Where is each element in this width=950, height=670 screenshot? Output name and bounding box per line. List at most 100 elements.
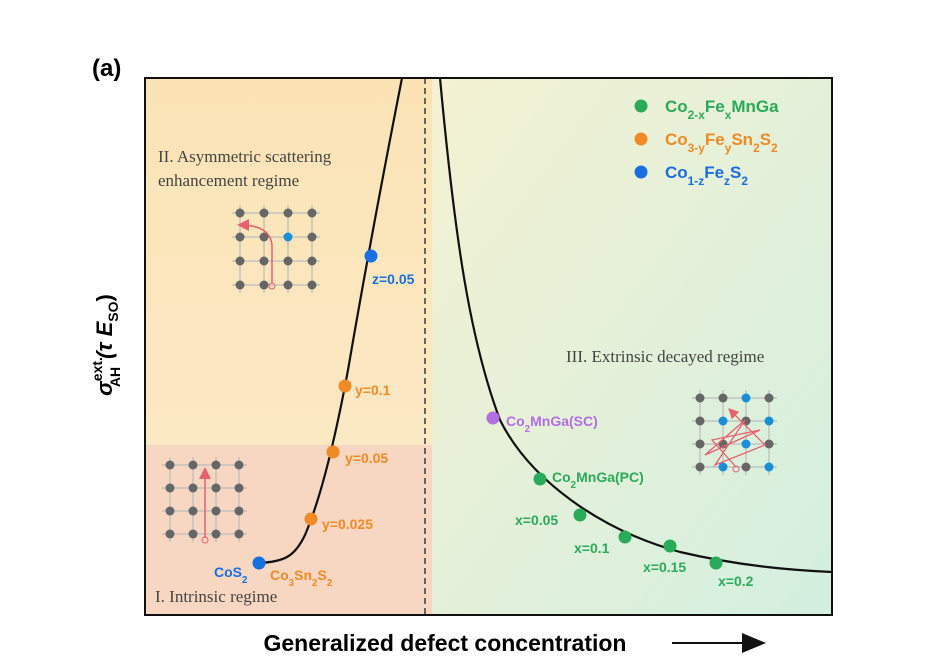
atom [718,416,728,426]
atom [234,529,244,539]
region-bg [432,78,832,615]
atom [235,208,245,218]
point [663,539,677,553]
legend-label: Co2-xFexMnGa [665,97,779,122]
subscript: 2 [327,578,333,589]
point-label: z=0.05 [372,271,415,287]
text-part: S [760,130,771,149]
text-part: Co [665,163,688,182]
atom [165,529,175,539]
point-label: CoS2 [214,564,248,586]
origin [732,465,740,473]
atom [259,280,269,290]
text-part: z=0.05 [372,271,415,287]
legend-label: Co1-zFezS2 [665,163,748,188]
point-label: x=0.1 [574,540,610,556]
point [364,249,378,263]
atom [741,462,751,472]
y-unit: (τ E [92,320,117,358]
atom [235,280,245,290]
atom [695,416,705,426]
text-part: Co [506,413,525,429]
subscript: 2 [753,141,760,155]
atom [188,483,198,493]
subscript: y [725,141,732,155]
atom [211,529,221,539]
text-part: Fe [705,130,725,149]
subscript: 3 [289,578,295,589]
text-part: y=0.05 [345,450,388,466]
atom [764,439,774,449]
text-part: Fe [705,97,725,116]
region-label: III. Extrinsic decayed regime [566,347,764,366]
subscript: 2 [525,424,531,435]
text-part: Sn [294,567,312,583]
point-label: x=0.15 [643,559,686,575]
point-label: y=0.05 [345,450,388,466]
atom [234,460,244,470]
curve [257,77,404,565]
y-sup: ext. [89,357,105,381]
y-unit-sub: SO [105,301,121,321]
atom [234,483,244,493]
y-sub: AH [107,367,123,387]
panel-label: (a) [92,55,121,82]
frame [144,77,833,616]
atom [188,506,198,516]
atom [307,208,317,218]
origin [268,282,276,290]
region-label: I. Intrinsic regime [155,587,277,606]
point [304,512,318,526]
legend-label: Co3-yFeySn2S2 [665,130,778,155]
atom [307,280,317,290]
atom [695,462,705,472]
atom [307,232,317,242]
atom [283,256,293,266]
text-part: y=0.1 [355,382,391,398]
subscript: 3-y [688,141,706,155]
text-part: MnGa [731,97,779,116]
atom [165,506,175,516]
subscript: 2 [242,575,248,586]
atom [235,256,245,266]
atom [764,393,774,403]
point-labels: z=0.05 y=0.1 y=0.05 y=0.025 CoS2 Co3Sn2S… [214,271,754,589]
atom [259,256,269,266]
atom [718,393,728,403]
text-part: x=0.05 [515,512,558,528]
lattice-insets [162,205,777,542]
y-unit: ) [92,294,117,301]
subscript: z [724,174,730,188]
y-axis-label: σext. AH (τ ESO) [89,294,123,396]
legend-marker [634,99,648,113]
atom [307,256,317,266]
atom [764,462,774,472]
subscript: 2 [771,141,778,155]
atom [283,208,293,218]
arrow [704,408,767,468]
subscript: 2 [571,480,577,491]
point-label: Co2MnGa(PC) [552,469,644,491]
point-label: x=0.05 [515,512,558,528]
point-label: Co3Sn2S2 [270,567,333,589]
text-part: CoS [214,564,242,580]
atom [211,506,221,516]
atom [695,393,705,403]
atom [165,460,175,470]
point-label: y=0.025 [322,516,373,532]
atom [764,416,774,426]
arrow [237,219,273,283]
atom [718,462,728,472]
text-part: x=0.1 [574,540,610,556]
point [573,508,587,522]
atom [741,393,751,403]
subscript: 2 [741,174,748,188]
text-part: Co [665,97,688,116]
atom [165,483,175,493]
atom [695,439,705,449]
text-part: Co [270,567,289,583]
text-part: x=0.15 [643,559,686,575]
text-part: Co [552,469,571,485]
